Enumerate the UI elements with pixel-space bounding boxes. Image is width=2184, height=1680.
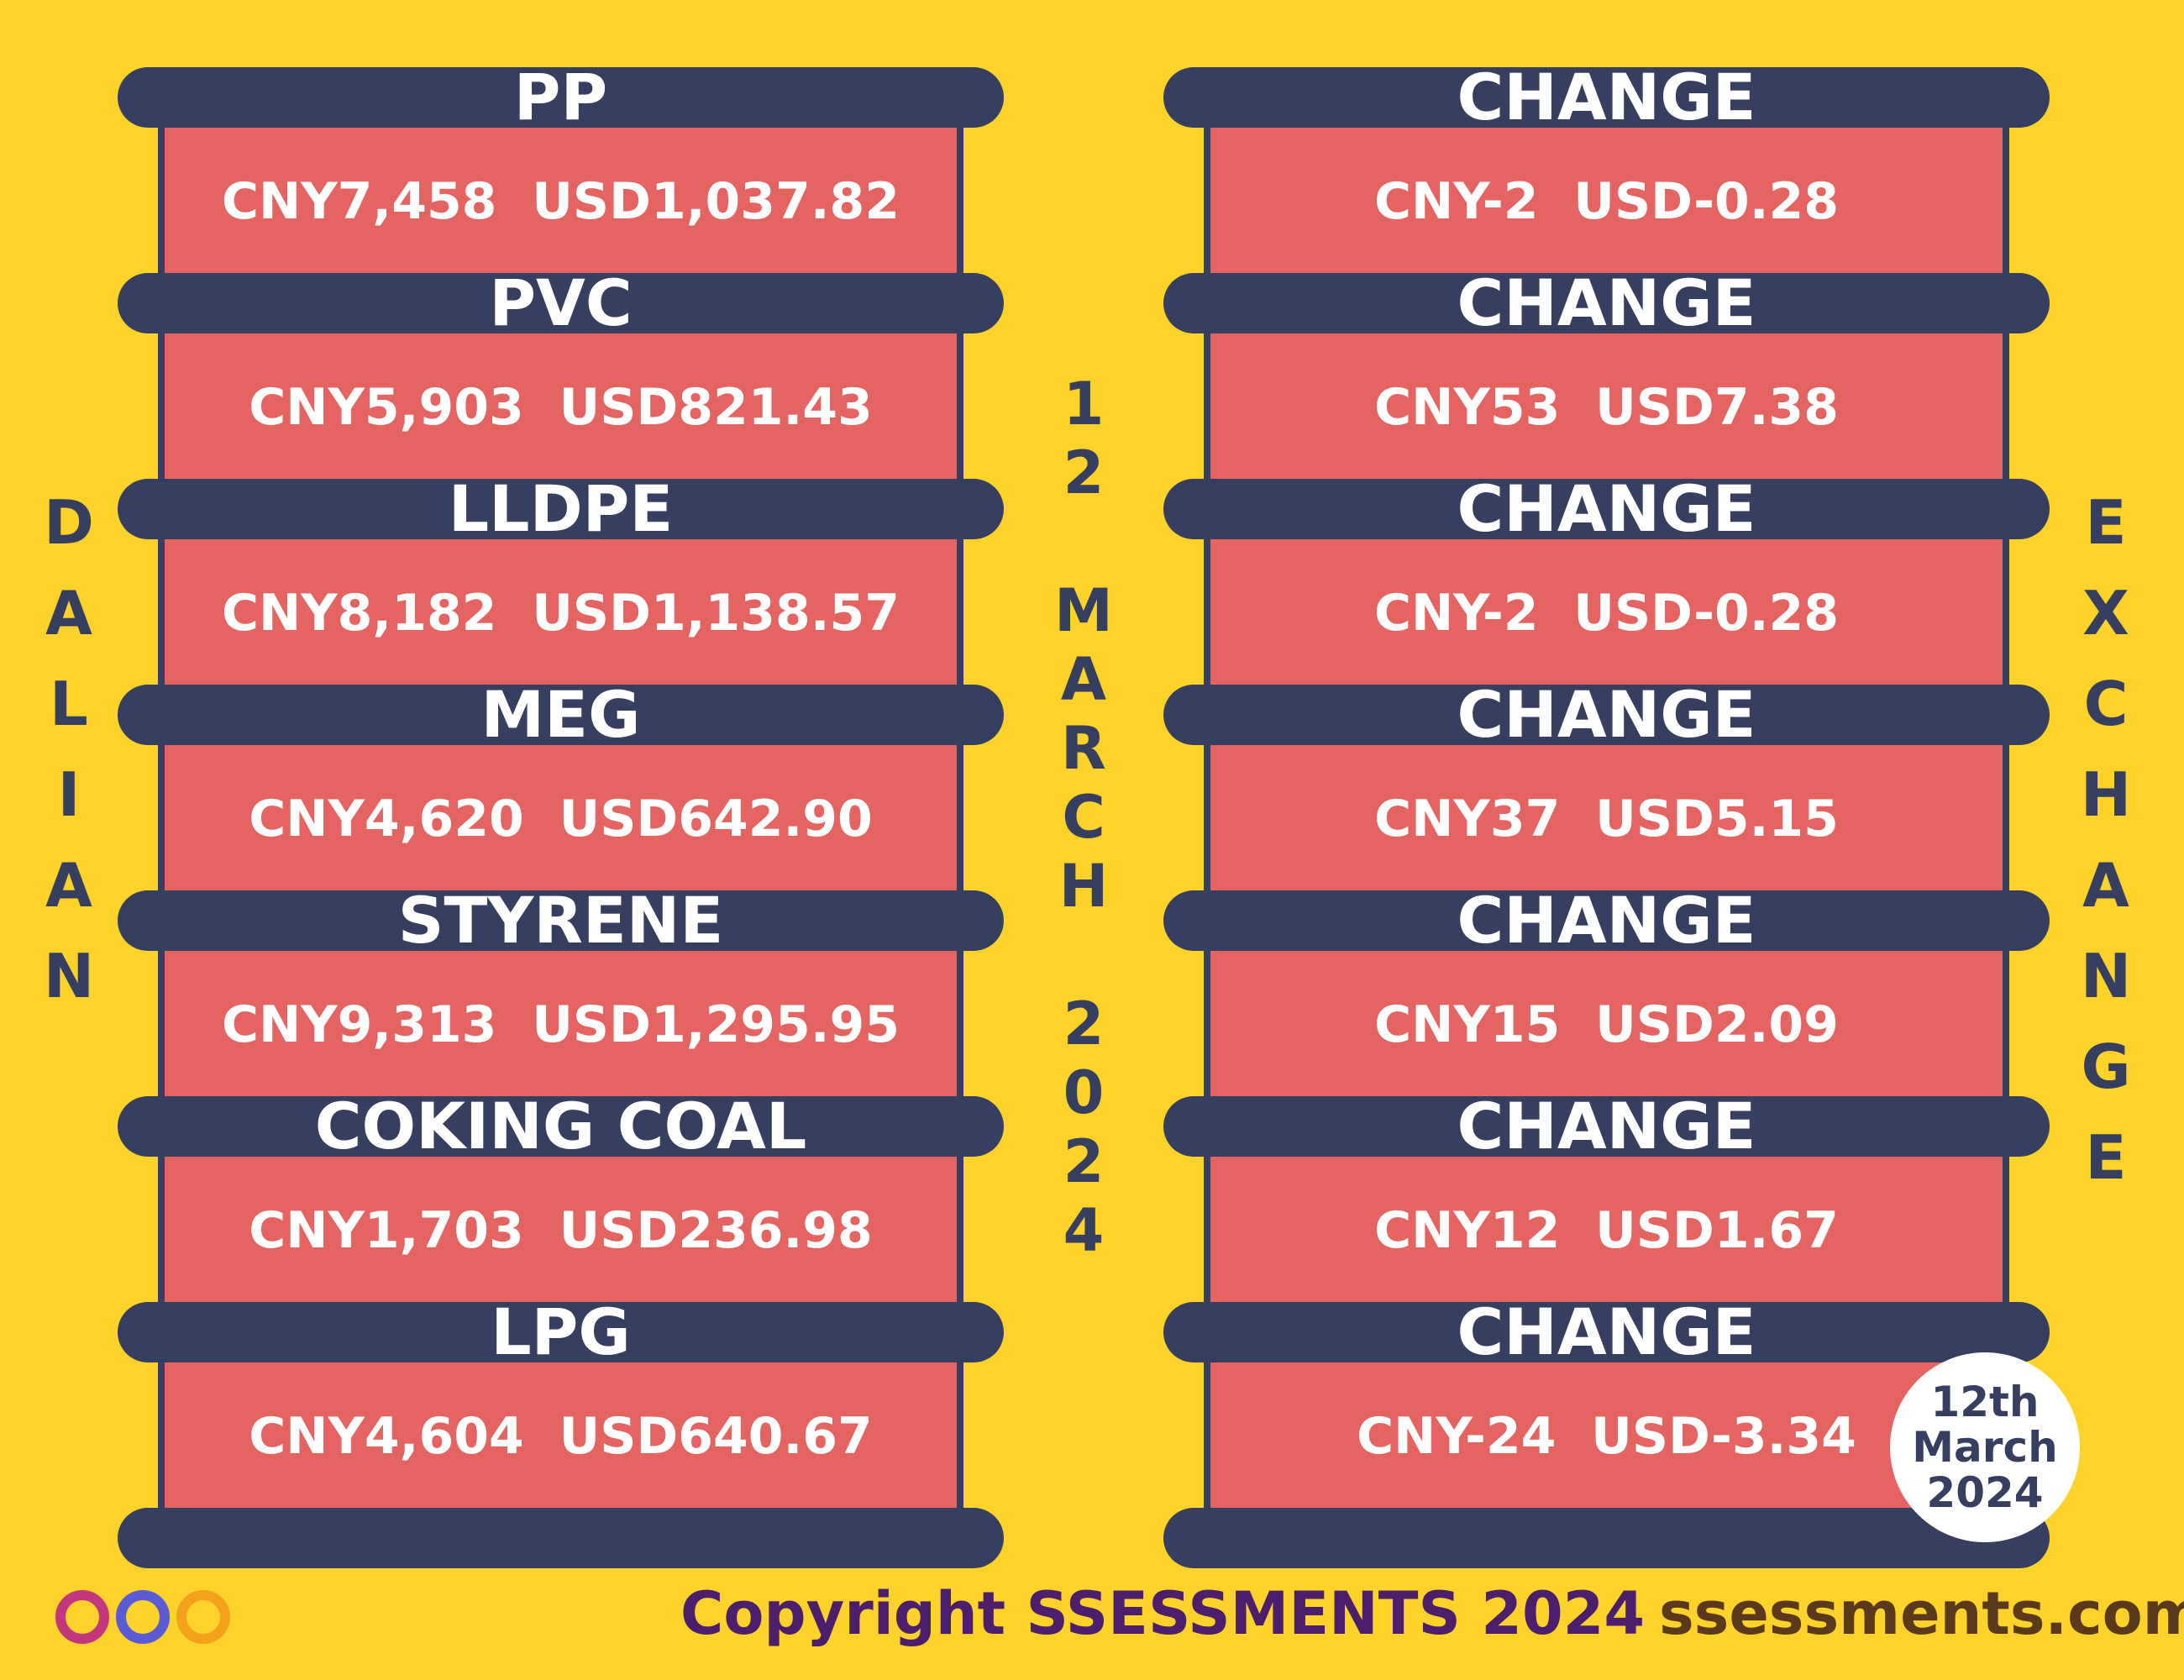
bar [118, 479, 1004, 539]
bar [1163, 67, 2050, 128]
bar [118, 1508, 1004, 1568]
website[interactable]: ssessments.com [1659, 1579, 2184, 1648]
row-value: CNY1,703 USD236.98 [249, 1201, 873, 1260]
bar [1163, 890, 2050, 951]
row-value: CNY-2 USD-0.28 [1373, 172, 1840, 231]
row-header: CHANGE [1457, 677, 1756, 752]
row-header: CHANGE [1457, 1089, 1756, 1163]
row-value: CNY8,182 USD1,138.57 [221, 584, 900, 643]
row-header: PP [513, 60, 608, 134]
bar [118, 273, 1004, 333]
bar [1163, 1508, 2050, 1568]
row-header: COKING COAL [314, 1089, 807, 1163]
bar [1163, 273, 2050, 333]
row-header: LPG [491, 1294, 631, 1369]
bar [118, 1096, 1004, 1157]
copyright: Copyright SSESSMENTS 2024 [680, 1579, 1646, 1648]
row-value: CNY7,458 USD1,037.82 [221, 172, 900, 231]
row-header: STYRENE [397, 883, 724, 958]
bar [1163, 1302, 2050, 1362]
row-value: CNY4,620 USD642.90 [249, 790, 873, 848]
logo [55, 1590, 230, 1644]
badge-line: March [1912, 1423, 2058, 1472]
badge-line: 2024 [1926, 1468, 2044, 1517]
row-value: CNY-2 USD-0.28 [1373, 584, 1840, 643]
right-title: EXCHANGE [2071, 487, 2141, 1213]
row-header: CHANGE [1457, 471, 1756, 546]
row-header: MEG [480, 677, 641, 752]
row-header: LLDPE [448, 471, 674, 546]
row-value: CNY5,903 USD821.43 [249, 378, 873, 437]
bar [1163, 1096, 2050, 1157]
row-header: CHANGE [1457, 1294, 1756, 1369]
row-value: CNY53 USD7.38 [1374, 378, 1839, 437]
row-value: CNY12 USD1.67 [1374, 1201, 1839, 1260]
row-header: CHANGE [1457, 265, 1756, 340]
row-value: CNY9,313 USD1,295.95 [221, 995, 900, 1054]
row-header: CHANGE [1457, 60, 1756, 134]
row-header: PVC [489, 265, 633, 340]
left-title: DALIAN [34, 487, 104, 1032]
date-badge: 12th March 2024 [1890, 1352, 2080, 1542]
bar [1163, 479, 2050, 539]
row-value: CNY4,604 USD640.67 [249, 1407, 873, 1466]
row-value: CNY15 USD2.09 [1374, 995, 1839, 1054]
bar [118, 1302, 1004, 1362]
bar [1163, 685, 2050, 745]
bar [118, 685, 1004, 745]
row-header: CHANGE [1457, 883, 1756, 958]
bar [118, 890, 1004, 951]
row-value: CNY-24 USD-3.34 [1357, 1407, 1856, 1466]
bar [118, 67, 1004, 128]
date-vertical: 12 MARCH 2024 [1049, 370, 1118, 1265]
badge-line: 12th [1930, 1378, 2040, 1426]
row-value: CNY37 USD5.15 [1374, 790, 1839, 848]
